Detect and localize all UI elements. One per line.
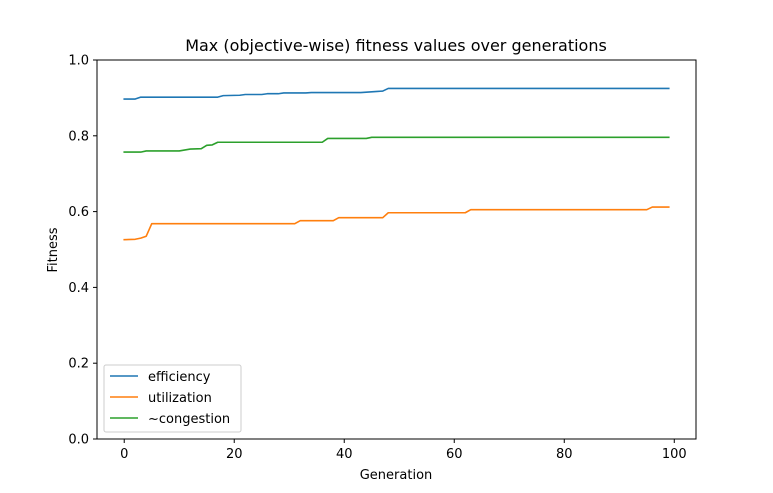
y-tick-label: 0.2 — [68, 357, 89, 372]
x-tick-label: 20 — [226, 447, 243, 462]
x-tick-label: 100 — [662, 447, 687, 462]
x-tick-label: 80 — [556, 447, 573, 462]
y-axis: 0.0 0.2 0.4 0.6 0.8 1.0 — [68, 54, 97, 448]
legend-box — [103, 364, 242, 433]
legend-label: utilization — [148, 391, 212, 406]
series-line-utilization — [123, 206, 670, 241]
y-tick-label: 0.4 — [68, 281, 89, 296]
plot-frame — [96, 59, 697, 440]
y-tick-label: 0.8 — [68, 129, 89, 144]
series-layer — [123, 87, 670, 241]
chart-title: Max (objective-wise) fitness values over… — [185, 36, 607, 55]
y-tick-label: 0.6 — [68, 205, 89, 220]
legend: efficiency utilization ~congestion — [103, 364, 242, 433]
y-tick-label: 0.0 — [68, 433, 89, 448]
x-axis-label: Generation — [360, 468, 433, 483]
y-tick-label: 1.0 — [68, 54, 89, 69]
legend-label: efficiency — [148, 370, 211, 385]
x-tick-label: 60 — [446, 447, 463, 462]
x-tick-label: 40 — [336, 447, 353, 462]
series-line-congestion — [123, 136, 670, 153]
legend-label: ~congestion — [148, 412, 230, 427]
x-axis: 0 20 40 60 80 100 — [120, 439, 687, 462]
x-tick-label: 0 — [120, 447, 128, 462]
series-line-efficiency — [123, 87, 670, 100]
y-axis-label: Fitness — [46, 227, 61, 272]
